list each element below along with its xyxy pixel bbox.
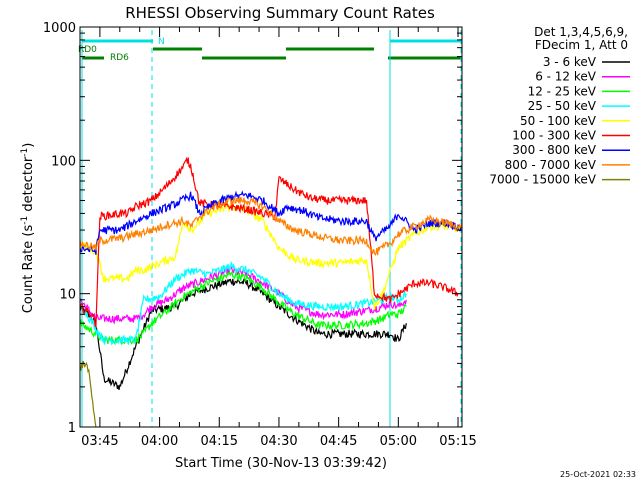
legend-entry-8: 7000 - 15000 keV — [489, 173, 596, 187]
legend-entry-6: 300 - 800 keV — [512, 143, 596, 157]
x-tick-label-0: 03:45 — [81, 434, 118, 449]
series-line-4 — [79, 203, 463, 310]
legend-header-0: Det 1,3,4,5,6,9, — [534, 25, 628, 39]
y-tick-label-0: 1 — [68, 421, 76, 436]
legend-header-1: FDecim 1, Att 0 — [535, 38, 628, 52]
legend-entry-1: 6 - 12 keV — [535, 70, 597, 84]
coverage-night-label: N — [158, 37, 165, 47]
legend-entry-7: 800 - 7000 keV — [505, 158, 597, 172]
chart-title: RHESSI Observing Summary Count Rates — [125, 4, 435, 22]
y-tick-label-2: 100 — [51, 154, 76, 169]
axes: 1 10 100 1000 03:45 04:00 04:15 04:30 04:45 05:00… — [43, 21, 477, 449]
series-layer — [79, 156, 463, 428]
legend-entry-2: 12 - 25 keV — [528, 84, 597, 98]
series-line-2 — [79, 270, 407, 346]
series-line-3 — [79, 260, 407, 346]
x-tick-label-4: 04:45 — [320, 434, 357, 449]
x-tick-label-6: 05:15 — [439, 434, 476, 449]
plot-frame — [79, 26, 463, 428]
x-tick-label-5: 05:00 — [380, 434, 417, 449]
y-tick-label-1: 10 — [59, 288, 76, 303]
coverage-rd6-label: RD6 — [110, 53, 129, 63]
x-tick-label-2: 04:15 — [201, 434, 238, 449]
legend-entry-0: 3 - 6 keV — [543, 55, 597, 69]
series-line-8 — [79, 360, 97, 428]
series-line-7 — [79, 196, 463, 256]
y-axis-label: Count Rate (s-1 detector-1) — [20, 143, 36, 314]
footer-timestamp: 25-Oct-2021 02:33 — [560, 470, 636, 479]
coverage-bars: N RD0 RD6 — [78, 30, 462, 427]
legend-entry-5: 100 - 300 keV — [512, 129, 596, 143]
x-axis-label: Start Time (30-Nov-13 03:39:42) — [175, 456, 387, 471]
y-tick-label-3: 1000 — [43, 21, 76, 36]
x-tick-label-3: 04:30 — [260, 434, 297, 449]
coverage-rd0-label: RD0 — [78, 45, 97, 55]
legend-entry-4: 50 - 100 keV — [520, 114, 597, 128]
series-line-6 — [79, 190, 463, 255]
legend: Det 1,3,4,5,6,9,FDecim 1, Att 0 3 - 6 keV… — [489, 25, 630, 187]
x-tick-label-1: 04:00 — [141, 434, 178, 449]
series-line-0 — [79, 278, 407, 391]
legend-entry-3: 25 - 50 keV — [528, 99, 597, 113]
